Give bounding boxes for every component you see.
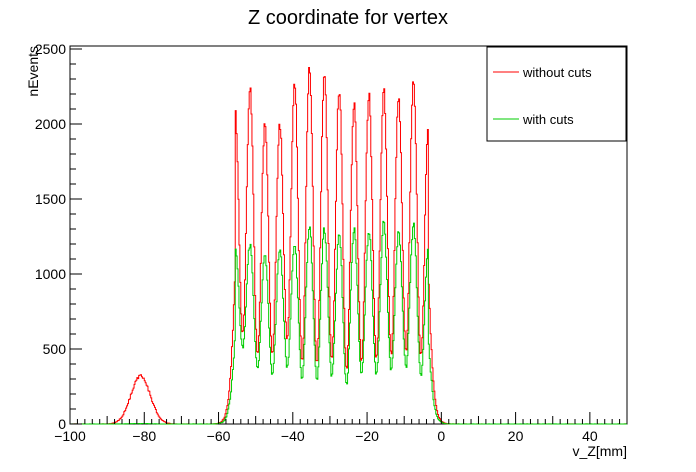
y-axis-title: nEvents: [25, 46, 41, 97]
legend-label-without-cuts: without cuts: [522, 65, 592, 80]
x-tick-label: 40: [582, 428, 598, 444]
y-tick-label: 500: [43, 341, 67, 357]
axes-layer: −100 −80 −60 −40 −20 0 20 40 0 500 1000 1500 2000 250…: [35, 41, 628, 444]
series-line-with-cuts: [70, 220, 627, 425]
x-tick-label: −20: [355, 428, 379, 444]
legend-box: [486, 46, 627, 142]
x-axis-title: v_Z[mm]: [573, 443, 627, 459]
x-tick-label: 20: [508, 428, 524, 444]
y-tick-label: 1500: [35, 191, 66, 207]
x-tick-label: 0: [437, 428, 445, 444]
legend: without cuts with cuts: [486, 46, 627, 142]
x-tick-label: −80: [132, 428, 156, 444]
y-tick-label: 2000: [35, 116, 66, 132]
y-tick-label: 2500: [35, 41, 66, 57]
y-tick-label: 1000: [35, 266, 66, 282]
y-tick-label: 0: [58, 416, 66, 432]
chart-title: Z coordinate for vertex: [248, 7, 448, 29]
x-tick-label: −100: [54, 428, 86, 444]
legend-label-with-cuts: with cuts: [522, 112, 574, 127]
plot-border: [69, 45, 628, 425]
x-tick-label: −60: [207, 428, 231, 444]
plot-frame: [69, 45, 628, 425]
x-tick-label: −40: [281, 428, 305, 444]
